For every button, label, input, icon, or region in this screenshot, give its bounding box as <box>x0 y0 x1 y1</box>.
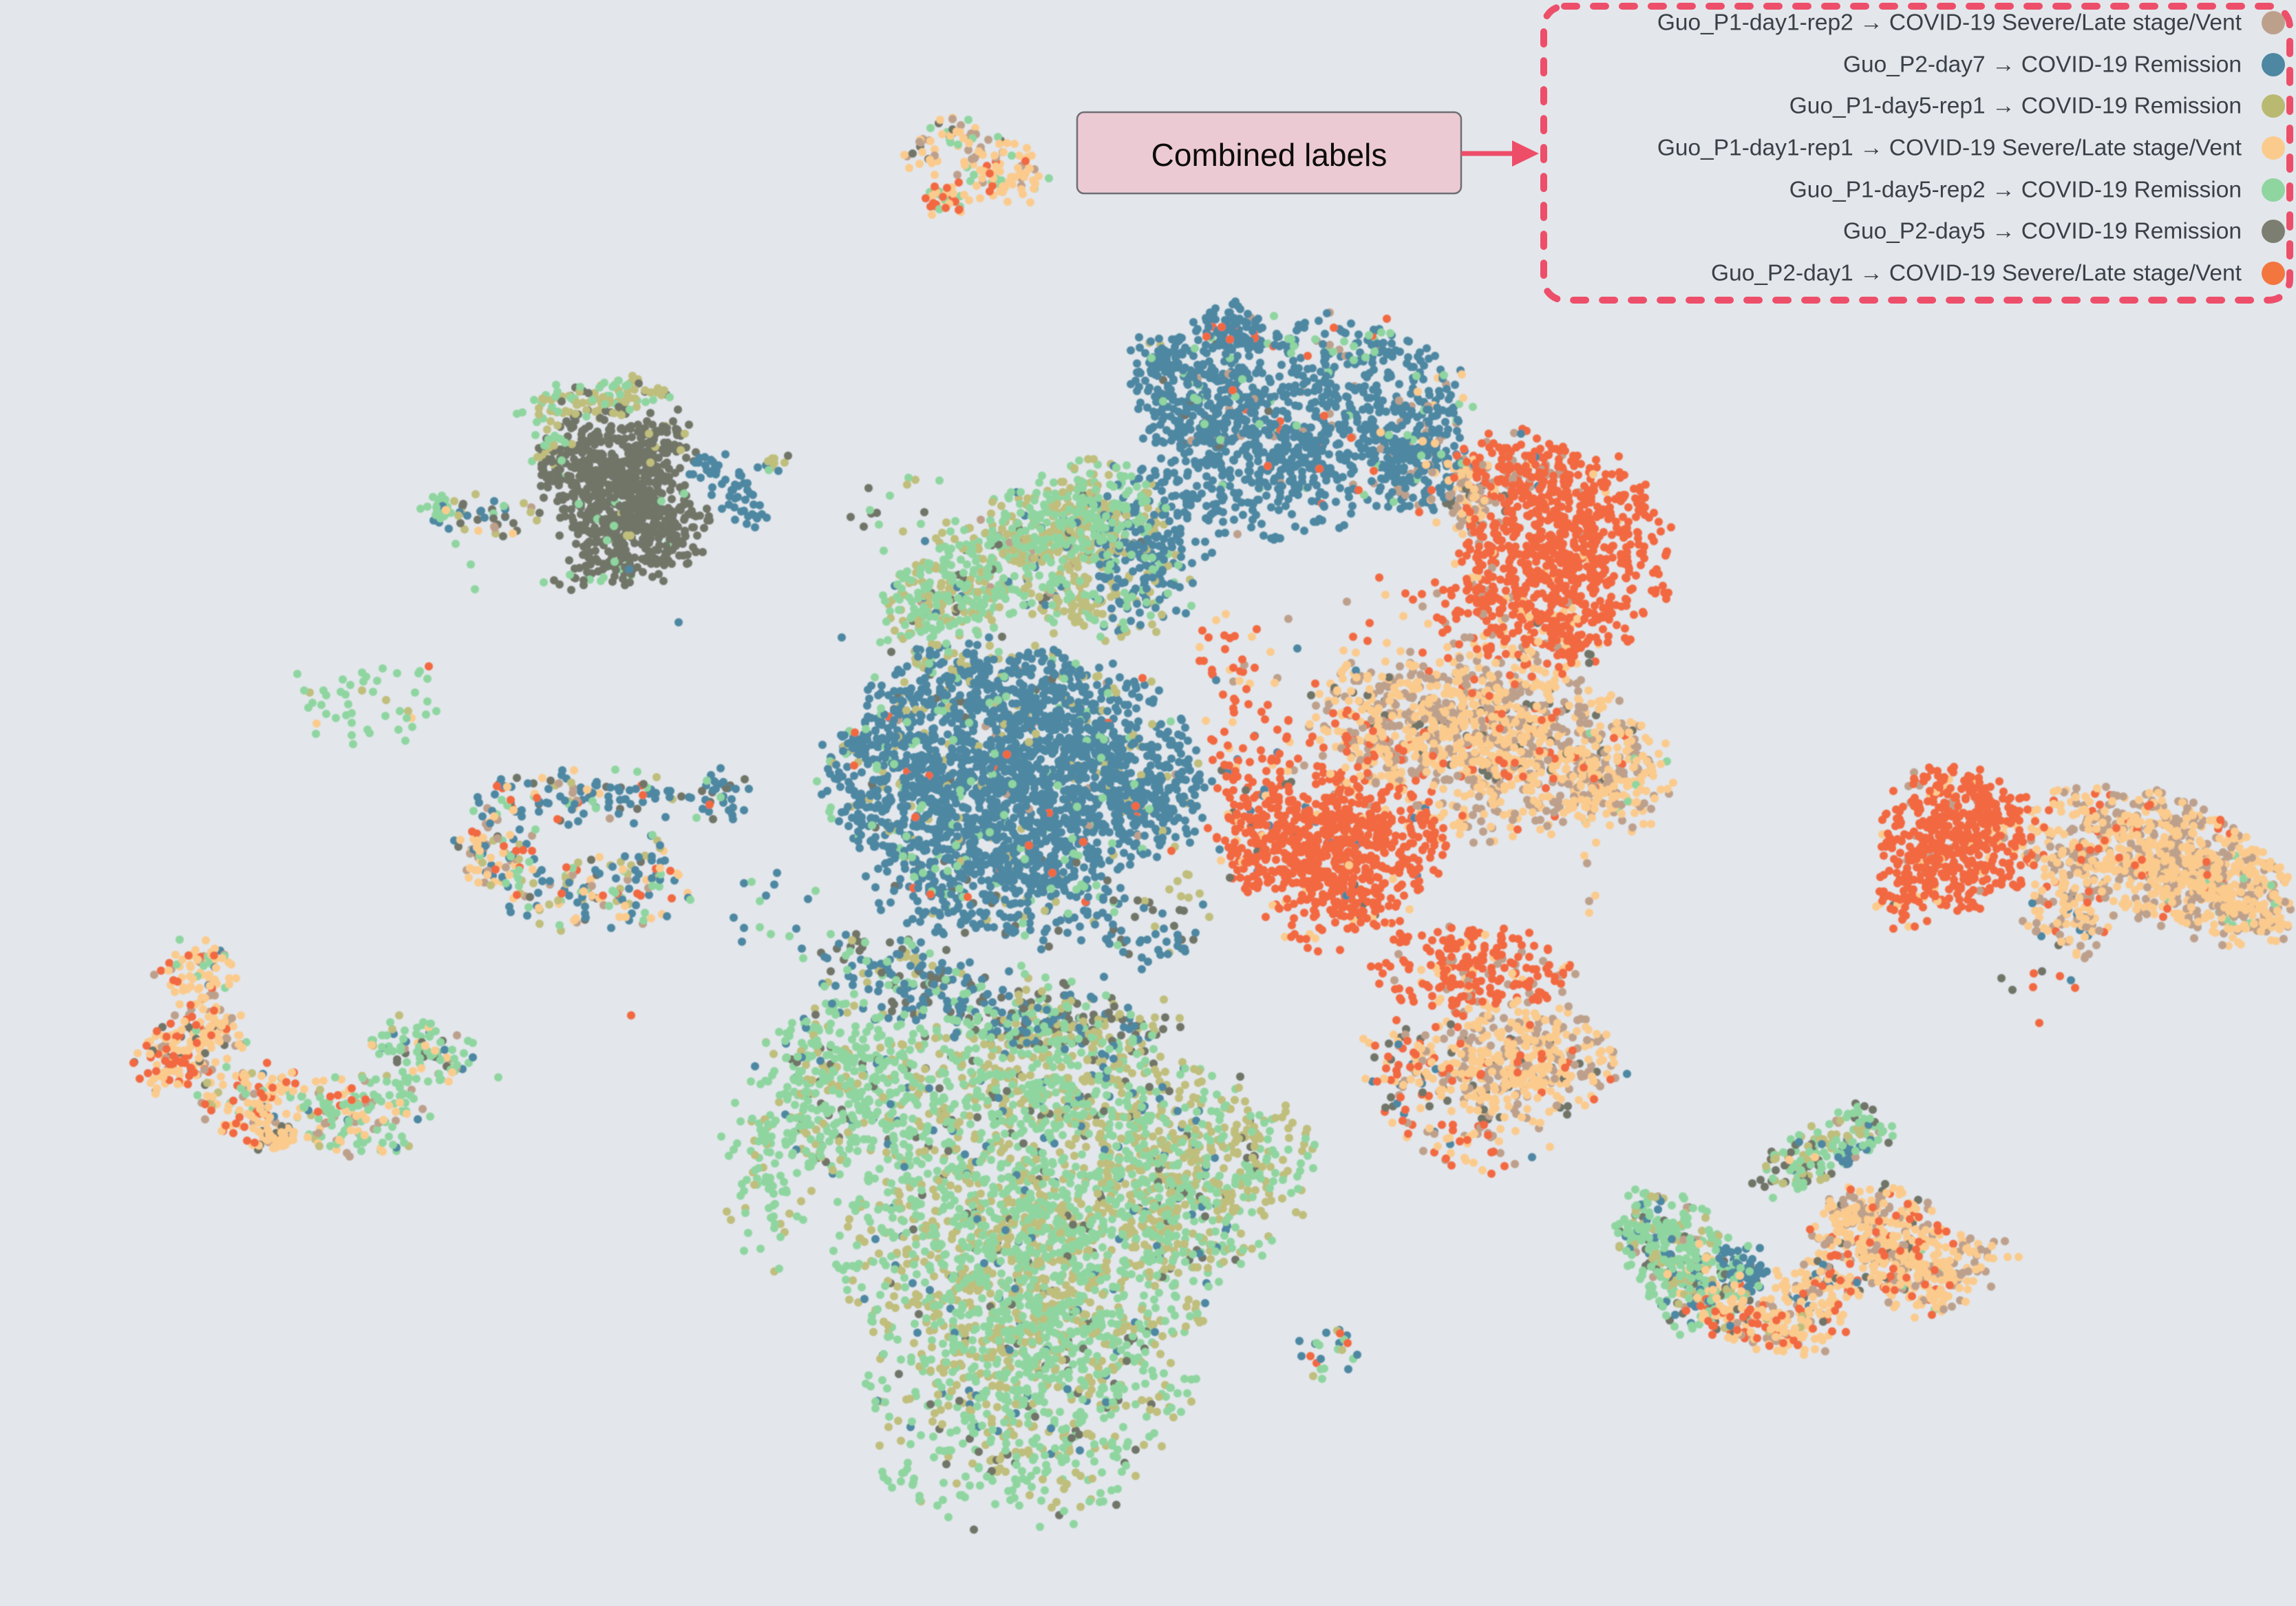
svg-text:Guo_P1-day1-rep2 → COVID-19 Se: Guo_P1-day1-rep2 → COVID-19 Severe/Late … <box>1657 10 2242 36</box>
svg-text:Guo_P1-day5-rep1 → COVID-19 Re: Guo_P1-day5-rep1 → COVID-19 Remission <box>1789 94 2242 119</box>
svg-text:Guo_P2-day7 → COVID-19 Remissi: Guo_P2-day7 → COVID-19 Remission <box>1843 52 2242 78</box>
svg-text:Guo_P2-day5 → COVID-19 Remissi: Guo_P2-day5 → COVID-19 Remission <box>1843 219 2242 244</box>
svg-text:Guo_P1-day1-rep1 → COVID-19 Se: Guo_P1-day1-rep1 → COVID-19 Severe/Late … <box>1657 136 2242 161</box>
svg-text:Guo_P2-day1 → COVID-19 Severe/: Guo_P2-day1 → COVID-19 Severe/Late stage… <box>1711 261 2242 286</box>
svg-text:Combined labels: Combined labels <box>1151 137 1388 173</box>
svg-text:Guo_P1-day5-rep2 → COVID-19 Re: Guo_P1-day5-rep2 → COVID-19 Remission <box>1789 178 2242 203</box>
